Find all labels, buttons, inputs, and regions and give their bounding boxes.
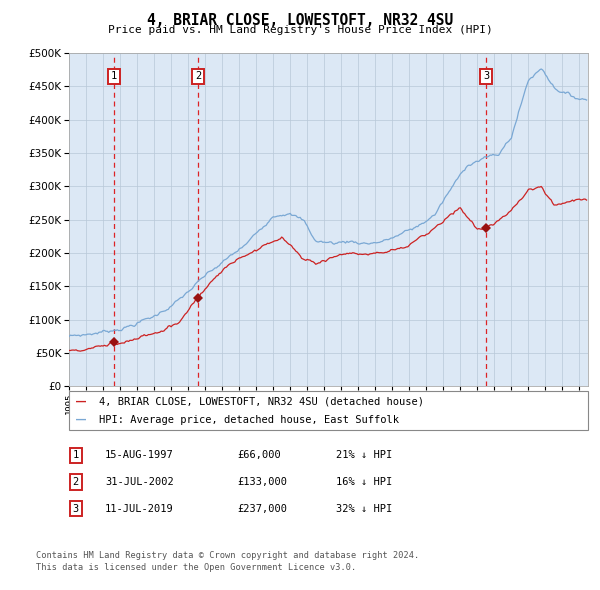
Text: 11-JUL-2019: 11-JUL-2019 xyxy=(105,504,174,513)
Text: 2: 2 xyxy=(73,477,79,487)
Text: 4, BRIAR CLOSE, LOWESTOFT, NR32 4SU (detached house): 4, BRIAR CLOSE, LOWESTOFT, NR32 4SU (det… xyxy=(99,396,424,407)
Text: 2: 2 xyxy=(195,71,201,81)
Text: This data is licensed under the Open Government Licence v3.0.: This data is licensed under the Open Gov… xyxy=(36,563,356,572)
Text: £66,000: £66,000 xyxy=(237,451,281,460)
Text: £133,000: £133,000 xyxy=(237,477,287,487)
Text: 15-AUG-1997: 15-AUG-1997 xyxy=(105,451,174,460)
Text: Price paid vs. HM Land Registry's House Price Index (HPI): Price paid vs. HM Land Registry's House … xyxy=(107,25,493,35)
Text: Contains HM Land Registry data © Crown copyright and database right 2024.: Contains HM Land Registry data © Crown c… xyxy=(36,551,419,560)
Text: 31-JUL-2002: 31-JUL-2002 xyxy=(105,477,174,487)
Text: 1: 1 xyxy=(73,451,79,460)
Text: 4, BRIAR CLOSE, LOWESTOFT, NR32 4SU: 4, BRIAR CLOSE, LOWESTOFT, NR32 4SU xyxy=(147,13,453,28)
Text: 1: 1 xyxy=(110,71,117,81)
Text: —: — xyxy=(76,411,86,429)
Text: 21% ↓ HPI: 21% ↓ HPI xyxy=(336,451,392,460)
Text: —: — xyxy=(76,392,86,411)
Text: 32% ↓ HPI: 32% ↓ HPI xyxy=(336,504,392,513)
Text: 3: 3 xyxy=(483,71,490,81)
Text: 3: 3 xyxy=(73,504,79,513)
Text: 16% ↓ HPI: 16% ↓ HPI xyxy=(336,477,392,487)
Text: HPI: Average price, detached house, East Suffolk: HPI: Average price, detached house, East… xyxy=(99,415,399,425)
Text: £237,000: £237,000 xyxy=(237,504,287,513)
